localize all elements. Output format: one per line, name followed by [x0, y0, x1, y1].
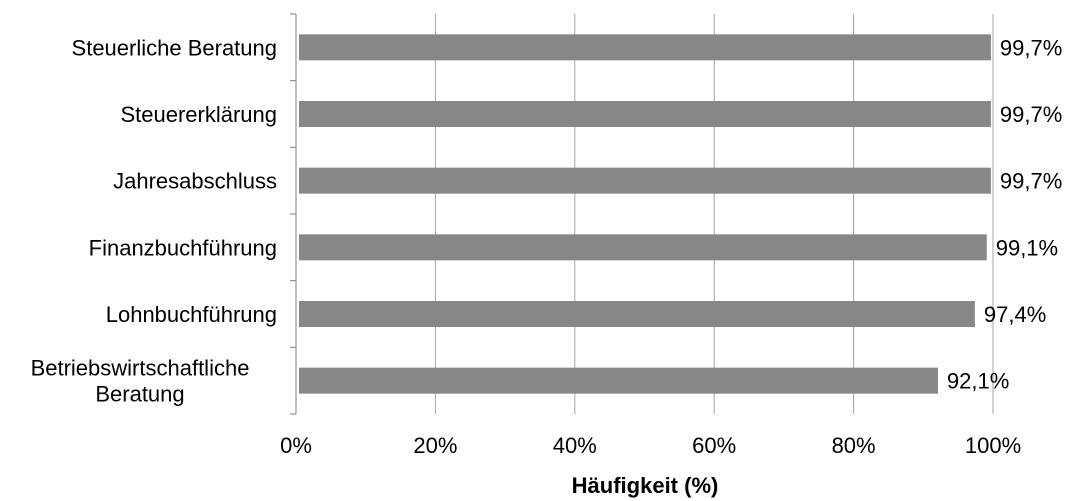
category-labels: Steuerliche Beratung Steuererklärung Jahre… [31, 35, 277, 406]
data-labels: 99,7% 99,7% 99,7% 99,1% 97,4% 92,1% [947, 35, 1062, 393]
bar [299, 167, 991, 194]
x-tick-label: 0% [280, 433, 312, 458]
category-label: Lohnbuchführung [106, 302, 277, 327]
bar [299, 367, 938, 394]
y-axis [290, 13, 297, 415]
data-label: 99,7% [1000, 169, 1062, 194]
bar [299, 301, 975, 327]
data-label: 99,7% [1000, 102, 1062, 127]
category-label-line: Lohnbuchführung [106, 302, 277, 327]
bars [299, 34, 991, 394]
x-tick-labels: 0% 20% 40% 60% 80% 100% [280, 433, 1021, 458]
x-tick-label: 100% [965, 433, 1021, 458]
data-label: 92,1% [947, 369, 1009, 394]
category-label: Steuerliche Beratung [72, 35, 277, 60]
category-label: Steuererklärung [120, 102, 277, 127]
x-tick-label: 40% [553, 433, 597, 458]
gridlines [434, 14, 994, 414]
category-label-line: Finanzbuchführung [89, 235, 277, 260]
category-label-line: Steuererklärung [120, 102, 277, 127]
data-label: 99,1% [996, 235, 1058, 260]
x-tick-label: 60% [692, 433, 736, 458]
data-label: 99,7% [1000, 35, 1062, 60]
category-label: Finanzbuchführung [89, 235, 277, 260]
data-label: 97,4% [984, 302, 1046, 327]
bar [299, 34, 991, 61]
category-label-line: Beratung [95, 382, 184, 407]
category-label-line: Jahresabschluss [113, 169, 277, 194]
x-tick-label: 80% [832, 433, 876, 458]
bar [299, 101, 991, 127]
category-label-line: Betriebswirtschaftliche [31, 356, 250, 381]
category-label: Betriebswirtschaftliche Beratung [31, 356, 250, 407]
x-axis-title: Häufigkeit (%) [572, 473, 719, 498]
bar [299, 234, 987, 261]
category-label-line: Steuerliche Beratung [72, 35, 277, 60]
x-tick-label: 20% [413, 433, 457, 458]
category-label: Jahresabschluss [113, 169, 277, 194]
